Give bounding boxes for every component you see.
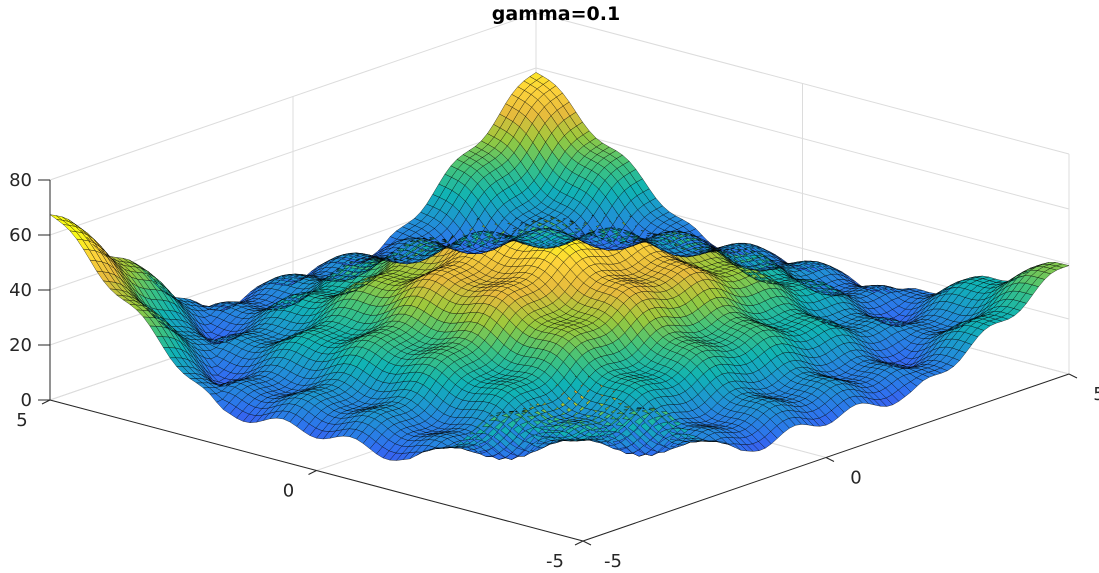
surface-plot — [49, 72, 1070, 461]
